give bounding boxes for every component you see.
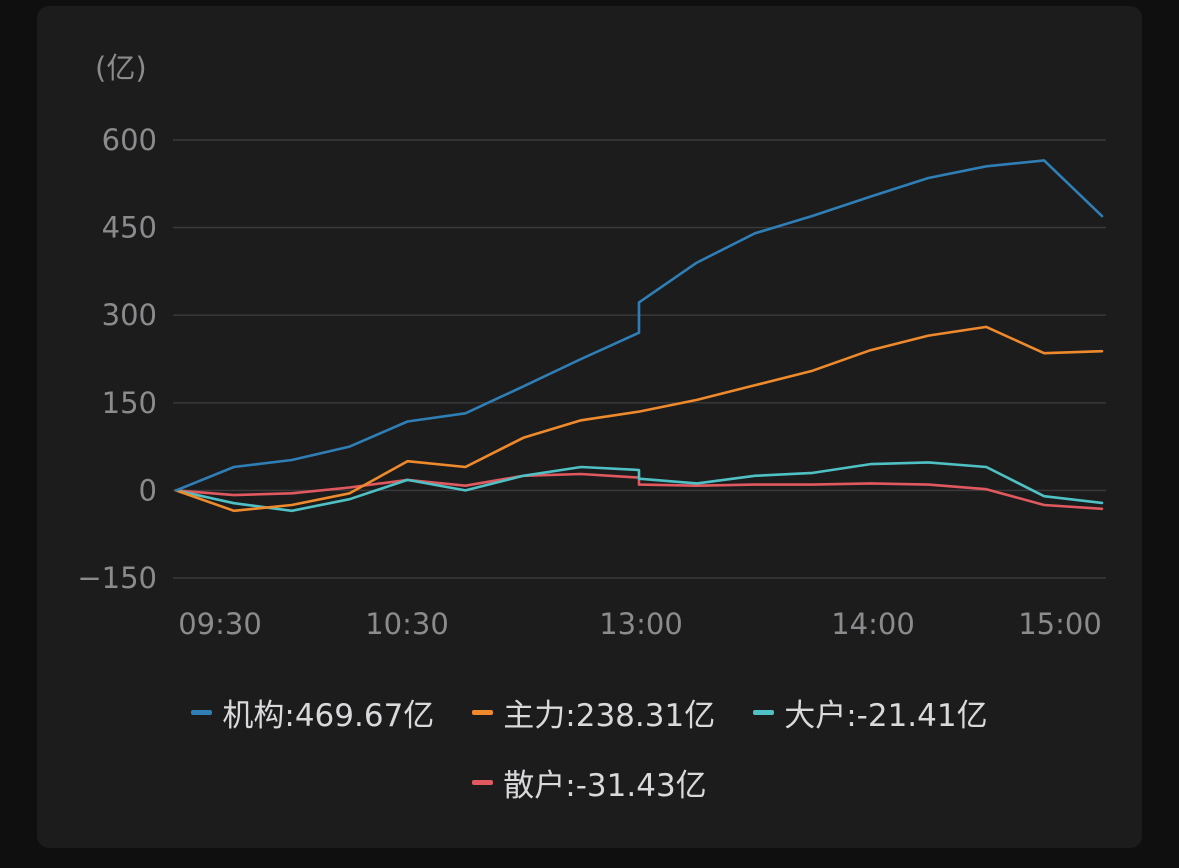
- legend-item-机构[interactable]: 机构:469.67亿: [191, 690, 434, 735]
- y-axis-ticks: 600 450 300 150 0 −150: [77, 123, 157, 595]
- y-tick-label: 150: [102, 386, 157, 420]
- y-tick-label: 0: [139, 473, 157, 507]
- y-tick-label: 600: [102, 123, 157, 157]
- x-tick-label: 14:00: [831, 607, 915, 641]
- legend-swatch: [472, 779, 494, 785]
- series-line-散户: [174, 472, 1104, 511]
- x-axis-ticks: 09:30 10:30 13:00 14:00 15:00: [178, 607, 1102, 641]
- x-tick-label: 10:30: [365, 607, 449, 641]
- legend-item-大户[interactable]: 大户:-21.41亿: [753, 690, 988, 735]
- legend-item-主力[interactable]: 主力:238.31亿: [472, 690, 715, 735]
- legend-label: 大户:-21.41亿: [784, 697, 988, 734]
- legend-label: 机构:469.67亿: [222, 697, 435, 734]
- x-tick-label: 09:30: [178, 607, 262, 641]
- legend-label: 散户:-31.43亿: [503, 767, 707, 804]
- x-tick-label: 15:00: [1018, 607, 1102, 641]
- y-tick-label: −150: [77, 561, 157, 595]
- y-axis-unit-label: (亿): [95, 51, 147, 85]
- legend-swatch: [472, 709, 494, 715]
- chart-card: [37, 6, 1142, 848]
- legend-swatch: [753, 709, 775, 715]
- series-line-大户: [174, 461, 1104, 513]
- series-line-主力: [174, 325, 1104, 513]
- y-tick-label: 300: [102, 298, 157, 332]
- legend-row-2: 散户:-31.43亿: [37, 760, 1142, 804]
- x-tick-label: 13:00: [599, 607, 683, 641]
- series-line-机构: [174, 159, 1104, 492]
- y-tick-label: 450: [102, 211, 157, 245]
- grid-layer: [173, 139, 1106, 579]
- legend-row-1: 机构:469.67亿 主力:238.31亿 大户:-21.41亿: [37, 690, 1142, 734]
- legend-item-散户[interactable]: 散户:-31.43亿: [472, 760, 707, 805]
- legend-swatch: [191, 709, 213, 715]
- series-layer: [174, 159, 1104, 513]
- legend-label: 主力:238.31亿: [503, 697, 716, 734]
